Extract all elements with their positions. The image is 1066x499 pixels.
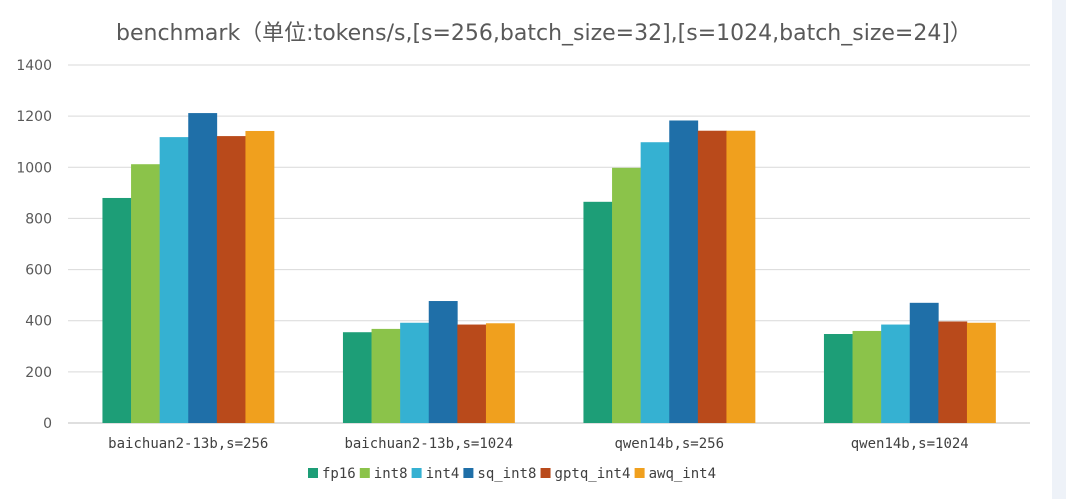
legend-swatch-int8 — [359, 468, 370, 478]
bar-int8 — [612, 167, 641, 423]
x-tick-label: baichuan2-13b,s=1024 — [344, 436, 513, 452]
bar-sq_int8 — [428, 301, 458, 423]
bar-fp16 — [342, 332, 372, 423]
y-tick-label: 600 — [25, 263, 52, 279]
legend: fp16 int8 int4 sq_int8 gptq_int4 awq_int4 — [308, 466, 716, 482]
bar-awq_int4 — [245, 130, 275, 423]
bar-gptq_int4 — [697, 130, 727, 423]
legend-label-fp16: fp16 — [322, 466, 356, 482]
legend-swatch-awq_int4 — [634, 468, 645, 478]
chart-title: benchmark（单位:tokens/s,[s=256,batch_size=… — [116, 21, 972, 46]
y-tick-label: 800 — [25, 211, 52, 227]
legend-label-sq_int8: sq_int8 — [477, 466, 536, 482]
bar-sq_int8 — [669, 120, 699, 424]
bar-fp16 — [102, 197, 132, 423]
bar-sq_int8 — [188, 113, 218, 424]
legend-swatch-fp16 — [308, 468, 318, 478]
x-tick-label: qwen14b,s=1024 — [851, 436, 969, 452]
legend-swatch-gptq_int4 — [540, 468, 551, 478]
bar-awq_int4 — [966, 322, 996, 423]
y-tick-label: 1400 — [16, 58, 52, 74]
window-edge — [1052, 0, 1066, 499]
bar-int8 — [371, 328, 401, 423]
bar-int4 — [400, 322, 430, 423]
bar-gptq_int4 — [938, 321, 968, 423]
bar-int4 — [640, 142, 670, 423]
legend-label-int4: int4 — [426, 466, 460, 482]
bars — [102, 113, 996, 424]
bar-int8 — [131, 164, 160, 423]
bar-int8 — [852, 330, 882, 423]
legend-label-awq_int4: awq_int4 — [649, 466, 716, 482]
legend-label-gptq_int4: gptq_int4 — [555, 466, 631, 482]
x-tick-label: baichuan2-13b,s=256 — [108, 436, 268, 452]
bar-awq_int4 — [485, 323, 515, 423]
bar-int4 — [159, 137, 189, 423]
y-tick-label: 0 — [43, 416, 52, 432]
x-tick-label: qwen14b,s=256 — [614, 436, 724, 452]
bar-awq_int4 — [726, 130, 756, 423]
bar-fp16 — [583, 201, 613, 423]
legend-swatch-sq_int8 — [463, 468, 474, 478]
y-tick-label: 200 — [25, 365, 52, 381]
bar-gptq_int4 — [216, 136, 246, 424]
bar-fp16 — [823, 334, 853, 423]
legend-swatch-int4 — [411, 468, 422, 478]
bar-gptq_int4 — [457, 324, 487, 423]
y-tick-label: 1000 — [16, 160, 52, 176]
legend-label-int8: int8 — [374, 466, 408, 482]
bar-sq_int8 — [909, 302, 939, 423]
x-axis-ticks: baichuan2-13b,s=256 baichuan2-13b,s=1024 q… — [108, 436, 969, 452]
y-tick-label: 400 — [25, 314, 52, 330]
y-axis-ticks: 0 200 400 600 800 1000 1200 1400 — [16, 58, 52, 432]
bar-int4 — [881, 324, 911, 423]
y-tick-label: 1200 — [16, 109, 52, 125]
